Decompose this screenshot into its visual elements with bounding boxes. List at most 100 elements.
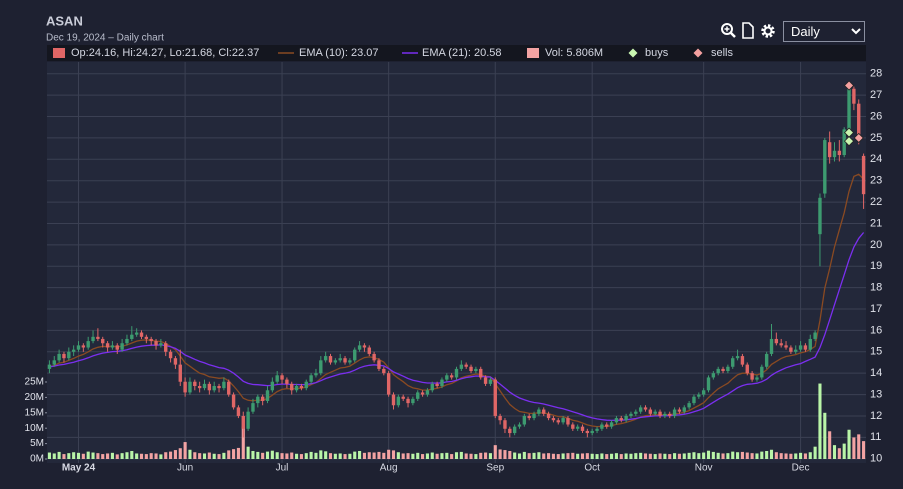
plot-area: [47, 62, 866, 463]
candle-body: [202, 383, 207, 389]
volume-bar: [663, 453, 667, 459]
volume-bar: [503, 450, 507, 459]
settings-icon[interactable]: [761, 24, 775, 38]
candle-body: [653, 411, 657, 414]
volume-bar: [372, 452, 376, 459]
volume-bar: [217, 454, 221, 459]
candle-body: [837, 150, 842, 156]
candle-body: [595, 428, 599, 431]
candle-body: [105, 343, 110, 348]
zoom-icon[interactable]: [721, 23, 736, 38]
volume-bar: [445, 452, 449, 459]
volume-bar: [658, 453, 662, 459]
candle-body: [168, 351, 173, 359]
volume-bar: [115, 454, 119, 459]
candle-body: [285, 379, 289, 384]
volume-bar: [358, 450, 362, 459]
candle-body: [808, 338, 812, 350]
candle-body: [706, 377, 711, 391]
volume-bar: [348, 453, 352, 459]
volume-bar: [673, 453, 677, 459]
sells-legend-swatch: [693, 48, 703, 58]
candle-body: [794, 349, 798, 352]
candle-body: [67, 351, 71, 359]
volume-bar: [81, 453, 85, 459]
candle-body: [343, 358, 347, 363]
volume-bar: [668, 454, 672, 459]
candle-body: [852, 88, 856, 104]
candle-body: [517, 424, 522, 427]
volume-bar: [76, 452, 81, 459]
volume-bar: [779, 453, 783, 459]
volume-bar: [169, 451, 173, 459]
candle-body: [512, 426, 517, 434]
document-icon[interactable]: [742, 22, 754, 39]
volume-bar: [139, 453, 144, 459]
sells-marker: [843, 80, 855, 91]
candle-body: [217, 386, 221, 389]
candle-body: [561, 418, 565, 423]
volume-bar: [842, 443, 846, 459]
candle-body: [406, 398, 410, 404]
candle-body: [144, 336, 149, 339]
y-tick-label: 25: [870, 132, 882, 144]
volume-tick-label: 5M: [30, 438, 44, 449]
volume-bar: [154, 453, 158, 459]
volume-bar: [542, 453, 546, 459]
volume-bar: [47, 452, 51, 459]
volume-bar: [619, 454, 623, 459]
volume-bar: [547, 453, 551, 459]
candle-body: [629, 413, 633, 416]
volume-bar: [135, 453, 139, 459]
candle-body: [731, 358, 735, 367]
candle-body: [842, 129, 846, 156]
volume-bar: [232, 449, 236, 459]
volume-bar: [610, 453, 614, 459]
candle-body: [231, 394, 236, 408]
candle-body: [590, 430, 594, 434]
volume-bar: [823, 412, 827, 459]
y-tick-label: 26: [870, 110, 882, 122]
candle-body: [130, 334, 134, 339]
volume-bar: [183, 442, 187, 459]
volume-bar: [605, 454, 609, 459]
candle-body: [798, 345, 803, 350]
volume-bar: [852, 437, 856, 459]
candle-body: [861, 155, 866, 195]
volume-bar: [227, 450, 231, 459]
volume-bar: [527, 453, 531, 459]
candle-body: [183, 381, 187, 393]
volume-bar: [532, 452, 536, 459]
volume-bar: [285, 453, 289, 459]
volume-bar: [212, 453, 216, 459]
candle-body: [372, 353, 376, 361]
sells-legend: sells: [711, 47, 734, 59]
candle-body: [222, 381, 226, 389]
volume-bar: [692, 452, 696, 459]
y-tick-label: 27: [870, 89, 882, 101]
candle-body: [566, 418, 570, 425]
candle-body: [357, 345, 362, 350]
candle-body: [672, 409, 677, 416]
interval-select[interactable]: Daily: [783, 21, 865, 42]
candle-body: [503, 420, 507, 429]
candle-body: [479, 368, 483, 378]
candle-body: [469, 366, 473, 372]
candle-body: [197, 386, 202, 389]
volume-bar: [682, 453, 686, 459]
y-tick-label: 21: [870, 217, 882, 229]
candle-body: [188, 381, 192, 393]
candle-body: [251, 403, 255, 412]
volume-bar: [382, 452, 386, 459]
volume-bar: [706, 450, 711, 459]
candle-body: [159, 343, 163, 346]
volume-bar: [789, 453, 793, 459]
volume-bar: [687, 452, 691, 459]
volume-bar: [333, 453, 337, 459]
candle-body: [328, 356, 333, 363]
candle-body: [449, 375, 454, 378]
candle-body: [425, 390, 430, 395]
candle-body: [377, 360, 381, 369]
candle-body: [91, 336, 95, 342]
volume-bar: [425, 453, 429, 459]
